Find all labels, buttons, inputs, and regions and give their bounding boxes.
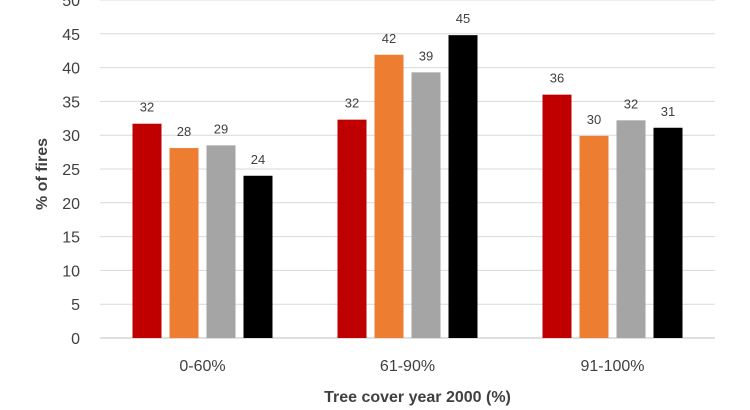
data-labels: 32 28 29 24 32 42 39 45 36 30 32 31 <box>140 11 675 167</box>
y-tick-label: 35 <box>62 94 80 111</box>
x-tick-label: 0-60% <box>179 358 225 375</box>
y-axis-title: % of fires <box>34 138 51 210</box>
data-label: 32 <box>140 100 154 115</box>
y-axis-ticks: 0 5 10 15 20 25 30 35 40 45 50 <box>62 0 80 348</box>
x-axis-ticks: 0-60% 61-90% 91-100% <box>179 358 644 375</box>
data-label: 24 <box>251 152 265 167</box>
x-axis-title: Tree cover year 2000 (%) <box>324 389 511 406</box>
data-label: 29 <box>214 121 228 136</box>
data-label: 32 <box>345 96 359 111</box>
bar <box>411 72 441 338</box>
bar <box>337 119 367 338</box>
bar <box>448 35 478 338</box>
data-label: 28 <box>177 124 191 139</box>
y-tick-label: 10 <box>62 263 80 280</box>
y-tick-label: 15 <box>62 230 80 247</box>
data-label: 39 <box>419 48 433 63</box>
data-label: 30 <box>587 112 601 127</box>
bar <box>616 120 646 338</box>
data-label: 31 <box>661 104 675 119</box>
x-tick-label: 61-90% <box>380 358 435 375</box>
data-label: 42 <box>382 31 396 46</box>
data-label: 36 <box>550 71 564 86</box>
bars <box>132 35 683 338</box>
y-tick-label: 30 <box>62 128 80 145</box>
bar <box>169 148 199 338</box>
bar <box>653 127 683 338</box>
y-tick-label: 50 <box>62 0 80 10</box>
y-tick-label: 5 <box>71 297 80 314</box>
data-label: 32 <box>624 96 638 111</box>
bar <box>132 123 162 338</box>
data-label: 45 <box>456 11 470 26</box>
y-tick-label: 45 <box>62 27 80 44</box>
y-tick-label: 20 <box>62 196 80 213</box>
bar <box>542 94 572 338</box>
bar <box>374 54 404 338</box>
y-tick-label: 0 <box>71 331 80 348</box>
y-tick-label: 40 <box>62 61 80 78</box>
bar <box>243 175 273 338</box>
bar <box>206 145 236 338</box>
x-tick-label: 91-100% <box>580 358 644 375</box>
gridlines <box>100 0 715 339</box>
y-tick-label: 25 <box>62 162 80 179</box>
bar <box>579 135 609 338</box>
